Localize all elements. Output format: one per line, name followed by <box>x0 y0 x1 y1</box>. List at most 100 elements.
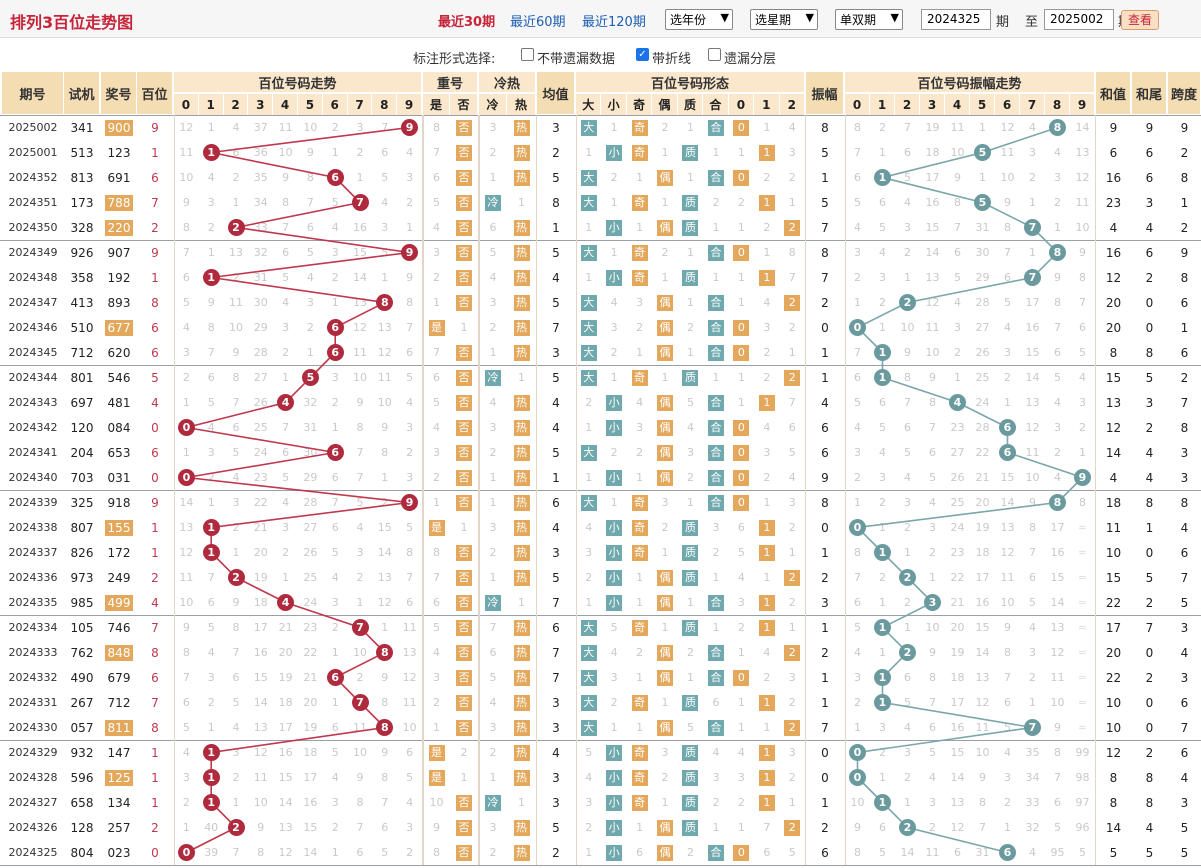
prize-number-cell: 123 <box>107 145 131 160</box>
amp-missing-cell: 31 <box>975 221 990 234</box>
form-tag-cell: 合 <box>703 440 728 465</box>
polyline-label[interactable]: 带折线 <box>652 52 692 67</box>
average-cell: 7 <box>552 645 560 660</box>
to-period-input[interactable]: 2025002 <box>1044 9 1114 30</box>
trend-missing-cell: 24 <box>253 446 268 459</box>
missing-layer-label[interactable]: 遗漏分层 <box>724 52 777 67</box>
trend-missing-cell: 7 <box>381 121 389 134</box>
test-number-cell: 341 <box>70 120 94 135</box>
odd-even-select[interactable]: 单双期 ▼ <box>835 9 903 30</box>
trend-digit-header: 3 <box>248 94 274 115</box>
trend-missing-cell: 3 <box>331 796 339 809</box>
repeat-no-cell: 否 <box>450 690 478 715</box>
mod3-count-cell: 2 <box>763 671 771 684</box>
form-tag-cell: 偶 <box>652 165 677 190</box>
amp-missing-cell: 5 <box>1079 346 1086 359</box>
period-60-link[interactable]: 最近60期 <box>510 15 566 30</box>
average-cell: 3 <box>552 545 560 560</box>
form-count-cell: 1 <box>636 721 644 734</box>
repeat-count: 1 <box>433 721 440 734</box>
polyline-checkbox[interactable]: ✓ <box>636 48 649 61</box>
trend-ball: 2 <box>227 569 245 586</box>
weekday-select[interactable]: 选星期 ▼ <box>750 9 818 30</box>
repeat-count: 2 <box>433 471 440 484</box>
section-divider <box>1095 115 1096 865</box>
query-button[interactable]: 查看 <box>1121 10 1159 30</box>
mod3-count-cell: 2 <box>737 196 745 209</box>
trend-missing-cell: 3 <box>182 771 190 784</box>
period-120-link[interactable]: 最近120期 <box>582 15 646 30</box>
missing-layer-checkbox[interactable] <box>708 48 721 61</box>
from-period-input[interactable]: 2024325 <box>921 9 991 30</box>
page-title: 排列3百位走势图 <box>10 13 134 32</box>
amp-missing-cell: 9 <box>1054 271 1061 284</box>
amp-missing-cell: 3 <box>954 321 961 334</box>
period-cell: 2024327 <box>8 796 58 809</box>
amp-missing-cell: 7 <box>929 696 936 709</box>
amp-missing-cell: = <box>1077 546 1088 559</box>
amplitude-cell: 0 <box>821 320 829 335</box>
form-tag-cell: 大 <box>576 115 601 140</box>
amp-missing-cell: 6 <box>1054 796 1061 809</box>
trend-missing-cell: 3 <box>232 746 240 759</box>
form-tag-cell: 小 <box>601 215 626 240</box>
amp-missing-cell: 9 <box>1029 496 1036 509</box>
form-tag-cell: 合 <box>703 415 728 440</box>
form-tag-cell: 合 <box>703 165 728 190</box>
mod3-count-cell: 2 <box>788 771 796 784</box>
amplitude-cell: 1 <box>821 620 829 635</box>
form-count-cell: 2 <box>661 246 669 259</box>
form-count-cell: 2 <box>610 171 618 184</box>
amp-missing-cell: 3 <box>1029 146 1036 159</box>
trend-missing-cell: 4 <box>207 421 215 434</box>
form-count-cell: 4 <box>610 646 618 659</box>
amp-missing-cell: 4 <box>954 296 961 309</box>
hot-cell: 热 <box>507 215 536 240</box>
form-tag-cell: 偶 <box>652 715 677 740</box>
span-cell: 7 <box>1180 720 1189 735</box>
no-missing-checkbox[interactable] <box>521 48 534 61</box>
trend-ball: 0 <box>177 469 195 486</box>
sum-cell: 15 <box>1105 370 1122 385</box>
cold-count: 7 <box>489 621 497 634</box>
average-cell: 4 <box>552 745 560 760</box>
form-count-cell: 4 <box>636 396 644 409</box>
trend-missing-cell: 9 <box>182 196 190 209</box>
cold-count: 3 <box>489 296 497 309</box>
hot-header: 热 <box>507 94 536 115</box>
prize-number-cell: 257 <box>107 820 131 835</box>
trend-missing-cell: 23 <box>253 471 268 484</box>
trend-ball: 9 <box>401 119 419 136</box>
amp-missing-cell: 16 <box>925 196 940 209</box>
trend-missing-cell: 4 <box>232 471 240 484</box>
mod3-count-cell: 2 <box>788 696 796 709</box>
form-count-cell: 4 <box>712 746 720 759</box>
sum-cell: 12 <box>1105 420 1122 435</box>
amp-missing-cell: 2 <box>879 496 886 509</box>
test-number-cell: 712 <box>70 345 94 360</box>
period-30-link[interactable]: 最近30期 <box>438 15 496 30</box>
form-tag-cell: 奇 <box>627 190 652 215</box>
amp-missing-cell: 5 <box>1054 821 1061 834</box>
amp-missing-cell: 1 <box>1004 396 1011 409</box>
form-count-cell: 1 <box>686 671 694 684</box>
trend-ball: 1 <box>202 144 220 161</box>
year-select[interactable]: 选年份 ▼ <box>665 9 733 30</box>
mod3-count-cell: 7 <box>788 271 796 284</box>
repeat-count: 1 <box>433 496 440 509</box>
trend-missing-cell: 8 <box>356 421 364 434</box>
prize-number-cell: 712 <box>107 695 131 710</box>
mod3-tag-cell: 2 <box>780 815 805 840</box>
period-cell: 2024350 <box>8 221 58 234</box>
sum-cell: 23 <box>1105 195 1122 210</box>
amp-missing-cell: 5 <box>929 471 936 484</box>
repeat-count: 5 <box>433 396 440 409</box>
form-tag-cell: 奇 <box>627 740 652 765</box>
amp-missing-cell: 5 <box>879 421 886 434</box>
form-tag-cell: 小 <box>601 840 626 865</box>
amp-missing-cell: 20 <box>975 496 990 509</box>
no-missing-label[interactable]: 不带遗漏数据 <box>537 52 616 67</box>
trend-missing-cell: 4 <box>182 746 190 759</box>
sum-tail-cell: 8 <box>1145 495 1154 510</box>
trend-missing-cell: 3 <box>406 471 414 484</box>
